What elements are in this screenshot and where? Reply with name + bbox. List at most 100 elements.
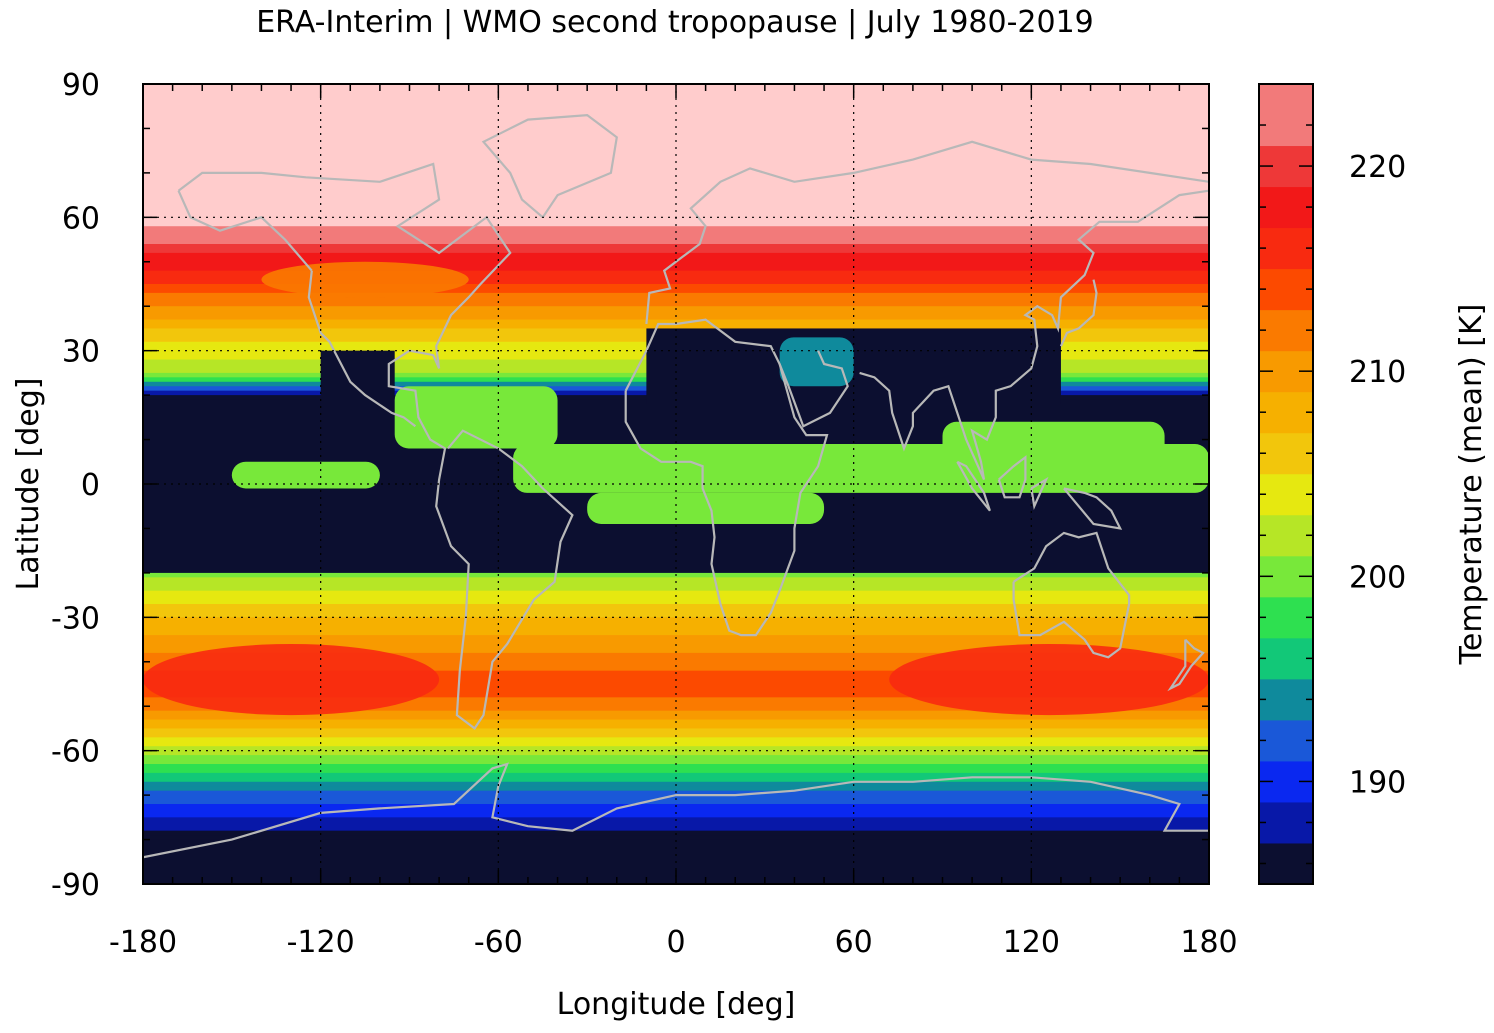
temperature-band bbox=[143, 741, 1209, 747]
temperature-band bbox=[143, 101, 1209, 107]
temperature-band bbox=[143, 279, 1209, 285]
temperature-band bbox=[143, 324, 1209, 330]
temperature-band bbox=[143, 590, 1209, 596]
temperature-band bbox=[143, 644, 1209, 650]
warm-region bbox=[143, 644, 440, 716]
x-tick-label: 180 bbox=[1180, 925, 1237, 960]
temperature-band bbox=[143, 617, 1209, 623]
x-tick-label: 0 bbox=[666, 925, 685, 960]
temperature-band bbox=[143, 288, 1209, 294]
temperature-band bbox=[143, 275, 1209, 281]
temperature-band bbox=[143, 710, 1209, 716]
temperature-band bbox=[143, 821, 1209, 827]
temperature-band bbox=[143, 115, 1209, 121]
temperature-band bbox=[143, 764, 1209, 770]
temperature-band bbox=[143, 226, 1209, 232]
coastline bbox=[177, 190, 313, 272]
no-data-band bbox=[320, 350, 395, 404]
coastline bbox=[859, 189, 1209, 481]
plot-area bbox=[143, 84, 1209, 884]
temperature-band bbox=[143, 737, 1209, 743]
temperature-band bbox=[143, 168, 1209, 174]
temperature-band bbox=[143, 772, 1209, 778]
temperature-band bbox=[143, 301, 1209, 307]
temperature-band bbox=[143, 808, 1209, 814]
x-tick-label: -180 bbox=[109, 925, 177, 960]
temperature-band bbox=[143, 297, 1209, 303]
coastline bbox=[1030, 476, 1049, 510]
colorbar-segment bbox=[1259, 84, 1313, 147]
colorbar-segment bbox=[1259, 596, 1313, 639]
warm-region bbox=[261, 261, 469, 298]
temperature-band bbox=[143, 164, 1209, 170]
y-tick-label: 30 bbox=[62, 335, 100, 370]
coastline bbox=[997, 455, 1027, 499]
colorbar-segment bbox=[1259, 309, 1313, 352]
colorbar-segment bbox=[1259, 268, 1313, 311]
coastline bbox=[778, 350, 849, 428]
temperature-band bbox=[143, 186, 1209, 192]
colorbar-tick-label: 210 bbox=[1349, 355, 1406, 390]
temperature-band bbox=[143, 261, 1209, 267]
temperature-band bbox=[143, 137, 1209, 143]
x-tick-labels: -180 -120 -60 0 60 120 180 bbox=[109, 925, 1238, 960]
y-tick-label: -30 bbox=[51, 601, 100, 636]
colorbar bbox=[1259, 84, 1313, 885]
x-axis-label: Longitude [deg] bbox=[557, 987, 796, 1022]
temperature-band bbox=[143, 119, 1209, 125]
temperature-band bbox=[143, 826, 1209, 832]
x-tick-label: -120 bbox=[287, 925, 355, 960]
coastlines bbox=[143, 113, 1209, 859]
x-tick-label: -60 bbox=[474, 925, 523, 960]
temperature-band bbox=[143, 795, 1209, 801]
colorbar-segment bbox=[1259, 473, 1313, 516]
colorbar-label: Temperature (mean) [K] bbox=[1454, 304, 1489, 666]
temperature-band bbox=[143, 701, 1209, 707]
temperature-band bbox=[143, 724, 1209, 730]
colorbar-segment bbox=[1259, 678, 1313, 721]
equatorial-patch bbox=[587, 492, 825, 524]
temperature-band bbox=[143, 626, 1209, 632]
temperature-band bbox=[143, 199, 1209, 205]
colorbar-segment bbox=[1259, 514, 1313, 557]
temperature-band bbox=[143, 595, 1209, 601]
temperature-band bbox=[143, 181, 1209, 187]
temperature-band bbox=[143, 315, 1209, 321]
temperature-band bbox=[143, 728, 1209, 734]
temperature-band bbox=[143, 150, 1209, 156]
temperature-band bbox=[143, 235, 1209, 241]
temperature-band bbox=[143, 639, 1209, 645]
temperature-band bbox=[143, 284, 1209, 290]
coastline bbox=[307, 270, 417, 428]
temperature-band bbox=[143, 679, 1209, 685]
colorbar-segment bbox=[1259, 719, 1313, 762]
temperature-band bbox=[143, 190, 1209, 196]
temperature-band bbox=[143, 746, 1209, 752]
temperature-band bbox=[143, 177, 1209, 183]
y-tick-label: -90 bbox=[51, 868, 100, 903]
temperature-band bbox=[143, 790, 1209, 796]
temperature-band bbox=[143, 786, 1209, 792]
temperature-band bbox=[143, 128, 1209, 134]
colorbar-segment bbox=[1259, 227, 1313, 270]
equatorial-patch bbox=[779, 337, 854, 387]
temperature-band bbox=[143, 604, 1209, 610]
y-tick-label: -60 bbox=[51, 735, 100, 770]
temperature-band bbox=[143, 612, 1209, 618]
colorbar-segment bbox=[1259, 391, 1313, 434]
temperature-band bbox=[143, 217, 1209, 223]
temperature-band bbox=[143, 759, 1209, 765]
colorbar-segment bbox=[1259, 637, 1313, 680]
coastline bbox=[143, 762, 1209, 859]
colorbar-segment bbox=[1259, 842, 1313, 885]
coastline bbox=[1059, 279, 1098, 347]
temperature-band bbox=[143, 132, 1209, 138]
coastline bbox=[1012, 531, 1131, 659]
temperature-band bbox=[143, 577, 1209, 583]
temperature-band bbox=[143, 812, 1209, 818]
temperature-band bbox=[143, 666, 1209, 672]
temperature-band bbox=[143, 688, 1209, 694]
coastline bbox=[1063, 487, 1123, 530]
temperature-band bbox=[143, 648, 1209, 654]
warm-region bbox=[889, 644, 1209, 716]
